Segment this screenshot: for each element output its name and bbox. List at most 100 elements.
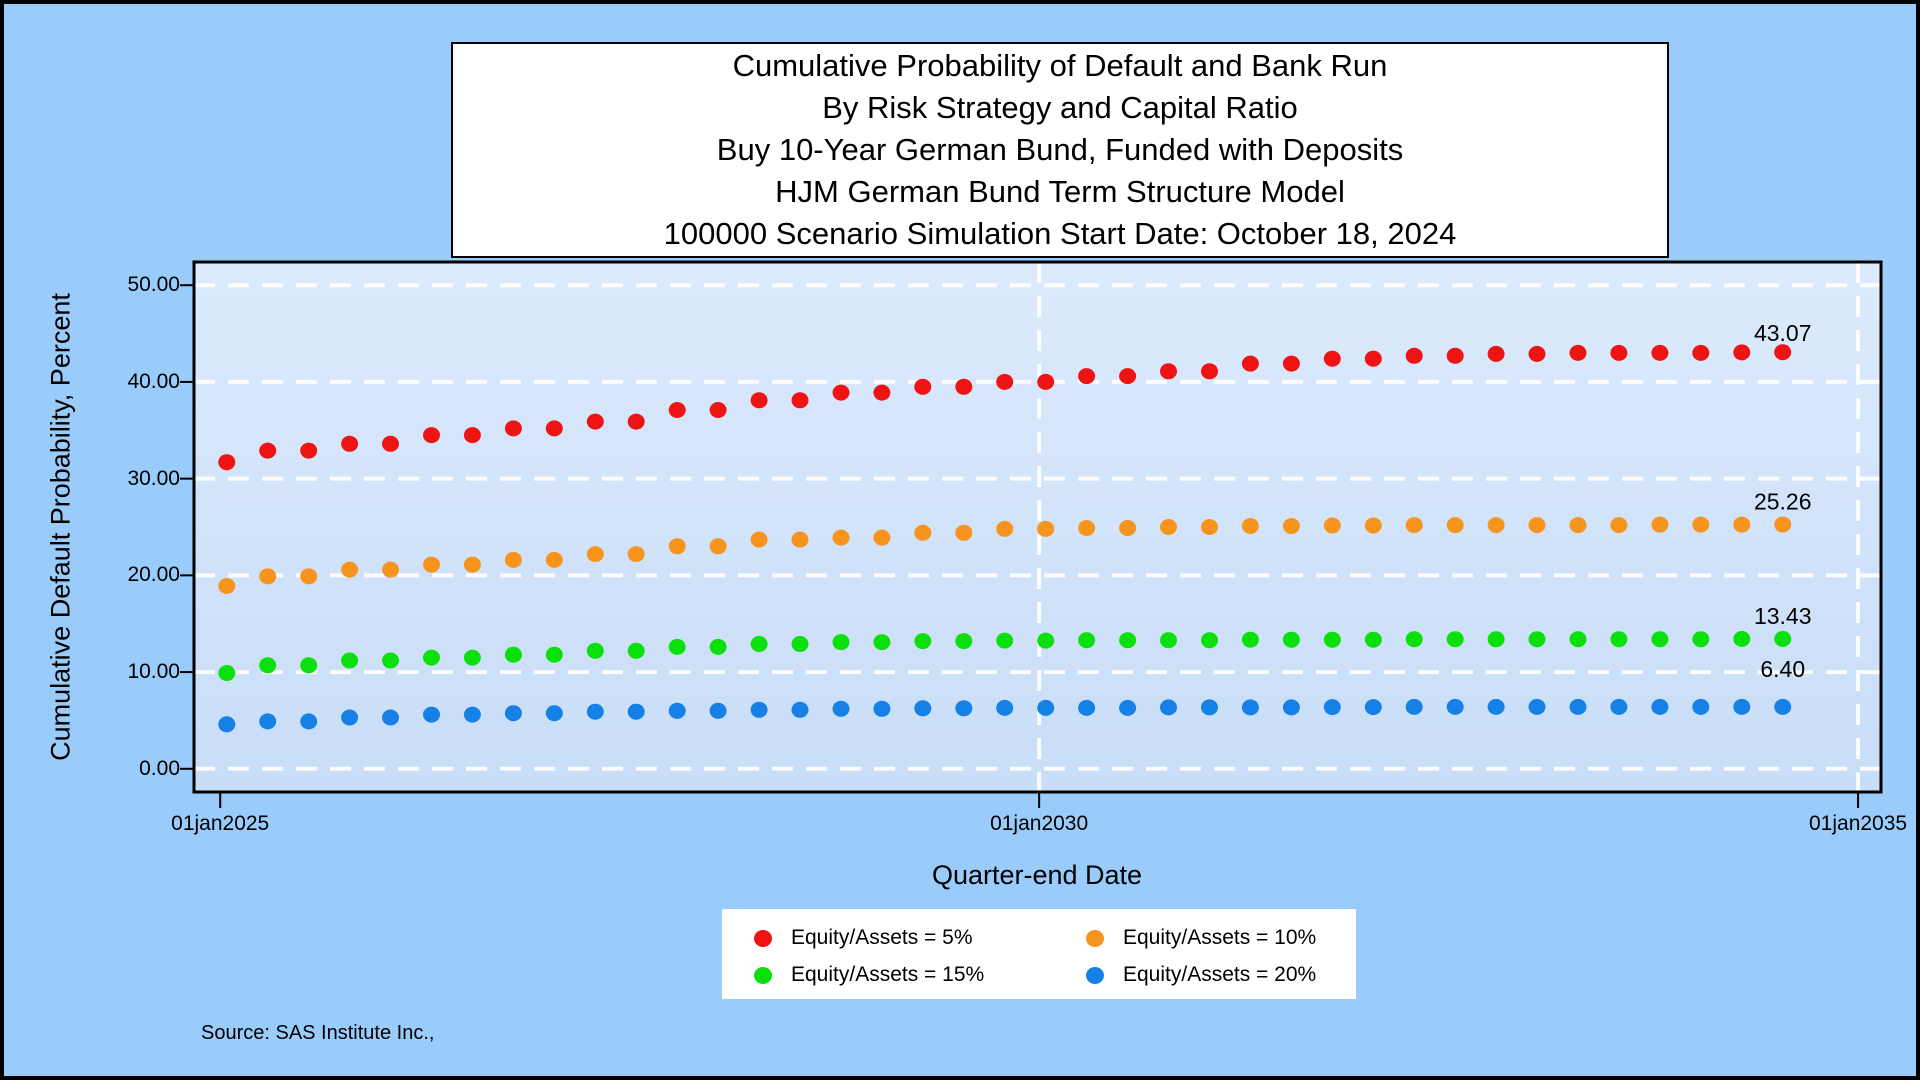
data-point-series-3 xyxy=(1201,632,1218,649)
data-point-series-3 xyxy=(996,632,1014,649)
data-point-series-4 xyxy=(955,700,973,717)
data-point-series-2 xyxy=(382,561,399,578)
data-point-series-1 xyxy=(382,435,399,452)
data-point-series-4 xyxy=(832,700,850,717)
legend: Equity/Assets = 5% Equity/Assets = 10% Equ… xyxy=(722,909,1356,999)
data-point-series-2 xyxy=(300,568,318,585)
data-point-series-2 xyxy=(1405,517,1423,534)
data-point-series-2 xyxy=(709,538,727,555)
chart-title-line-4: HJM German Bund Term Structure Model xyxy=(775,174,1345,209)
data-point-series-3 xyxy=(1323,631,1341,648)
data-point-series-2 xyxy=(627,546,645,563)
data-point-series-1 xyxy=(668,402,686,418)
data-point-series-3 xyxy=(955,633,973,650)
y-tick-label: 20.00 xyxy=(127,563,180,587)
y-tick-label: 50.00 xyxy=(127,273,180,297)
data-point-series-4 xyxy=(504,705,522,722)
data-point-series-3 xyxy=(1446,631,1464,648)
data-point-series-3 xyxy=(791,636,809,652)
data-point-series-1 xyxy=(1651,344,1669,361)
data-point-series-2 xyxy=(1651,516,1669,533)
data-point-series-2 xyxy=(504,551,522,568)
legend-marker-icon xyxy=(754,966,772,984)
data-point-series-4 xyxy=(1651,698,1669,715)
data-point-series-4 xyxy=(1160,699,1177,716)
y-tick-label: 30.00 xyxy=(127,466,180,490)
y-tick-label: 10.00 xyxy=(127,660,180,684)
data-point-series-1 xyxy=(1323,350,1341,367)
data-point-series-1 xyxy=(1160,363,1177,380)
data-point-series-1 xyxy=(1528,345,1546,362)
data-point-series-4 xyxy=(996,699,1014,716)
legend-item: Equity/Assets = 20% xyxy=(1086,963,1316,987)
data-point-series-3 xyxy=(463,649,481,666)
legend-item-label: Equity/Assets = 5% xyxy=(791,926,973,949)
data-point-series-3 xyxy=(627,642,645,659)
data-point-series-4 xyxy=(709,702,727,719)
data-point-series-3 xyxy=(1610,631,1628,648)
source-note: Source: SAS Institute Inc., xyxy=(201,1022,435,1044)
data-point-series-4 xyxy=(545,705,563,722)
data-point-series-2 xyxy=(873,529,891,546)
data-point-series-1 xyxy=(1201,363,1218,380)
data-point-series-1 xyxy=(1446,347,1464,364)
series-end-label: 6.40 xyxy=(1760,656,1805,682)
data-point-series-4 xyxy=(1692,698,1710,715)
data-point-series-3 xyxy=(1569,631,1587,648)
data-point-series-4 xyxy=(1078,699,1096,716)
data-point-series-3 xyxy=(1160,632,1177,649)
series-end-label: 25.26 xyxy=(1754,488,1812,514)
data-point-series-2 xyxy=(341,561,359,578)
data-point-series-4 xyxy=(1282,699,1300,716)
data-point-series-1 xyxy=(1241,355,1259,372)
data-point-series-2 xyxy=(259,568,277,585)
data-point-series-4 xyxy=(1487,698,1505,715)
data-point-series-4 xyxy=(1446,698,1464,715)
data-point-series-4 xyxy=(873,700,891,717)
data-point-series-2 xyxy=(832,529,850,546)
data-point-series-1 xyxy=(832,384,850,401)
data-point-series-2 xyxy=(1078,520,1096,536)
data-point-series-4 xyxy=(1119,699,1137,716)
data-point-series-3 xyxy=(1405,631,1423,648)
x-tick-label: 01jan2030 xyxy=(990,812,1089,835)
data-point-series-2 xyxy=(914,524,932,541)
chart-title-line-3: Buy 10-Year German Bund, Funded with Dep… xyxy=(716,132,1404,167)
data-point-series-1 xyxy=(955,378,973,395)
data-point-series-3 xyxy=(1364,631,1382,648)
data-point-series-2 xyxy=(1487,517,1505,534)
data-point-series-1 xyxy=(300,442,318,459)
data-point-series-2 xyxy=(1610,517,1628,534)
data-point-series-3 xyxy=(341,652,359,669)
data-point-series-4 xyxy=(1569,698,1587,715)
data-point-series-4 xyxy=(668,702,686,719)
data-point-series-2 xyxy=(791,531,809,548)
chart-title-line-2: By Risk Strategy and Capital Ratio xyxy=(822,90,1298,125)
legend-item-label: Equity/Assets = 15% xyxy=(791,963,985,986)
chart-title-box: Cumulative Probability of Default and Ba… xyxy=(451,42,1669,258)
chart-title-line-5: 100000 Scenario Simulation Start Date: O… xyxy=(663,216,1457,251)
legend-marker-icon xyxy=(1086,929,1104,947)
data-point-series-2 xyxy=(423,556,440,573)
data-point-series-2 xyxy=(1569,517,1587,534)
data-point-series-4 xyxy=(914,700,932,717)
data-point-series-1 xyxy=(873,384,891,401)
data-point-series-3 xyxy=(832,634,850,651)
legend-item-label: Equity/Assets = 20% xyxy=(1123,963,1317,986)
data-point-series-2 xyxy=(750,531,768,548)
plot-area: 43.07 25.26 13.43 6.40 xyxy=(180,260,1883,808)
series-end-label: 13.43 xyxy=(1754,603,1812,629)
data-point-series-1 xyxy=(996,373,1014,390)
data-point-series-3 xyxy=(382,652,399,669)
data-point-series-3 xyxy=(1037,632,1055,649)
data-point-series-2 xyxy=(1241,518,1259,534)
data-point-series-4 xyxy=(1201,699,1218,716)
data-point-series-2 xyxy=(463,556,481,573)
data-point-series-1 xyxy=(1119,368,1137,385)
data-point-series-4 xyxy=(1528,698,1546,715)
data-point-series-1 xyxy=(259,442,277,459)
data-point-series-3 xyxy=(1733,630,1751,647)
data-point-series-4 xyxy=(218,716,236,733)
data-point-series-2 xyxy=(1692,516,1710,533)
